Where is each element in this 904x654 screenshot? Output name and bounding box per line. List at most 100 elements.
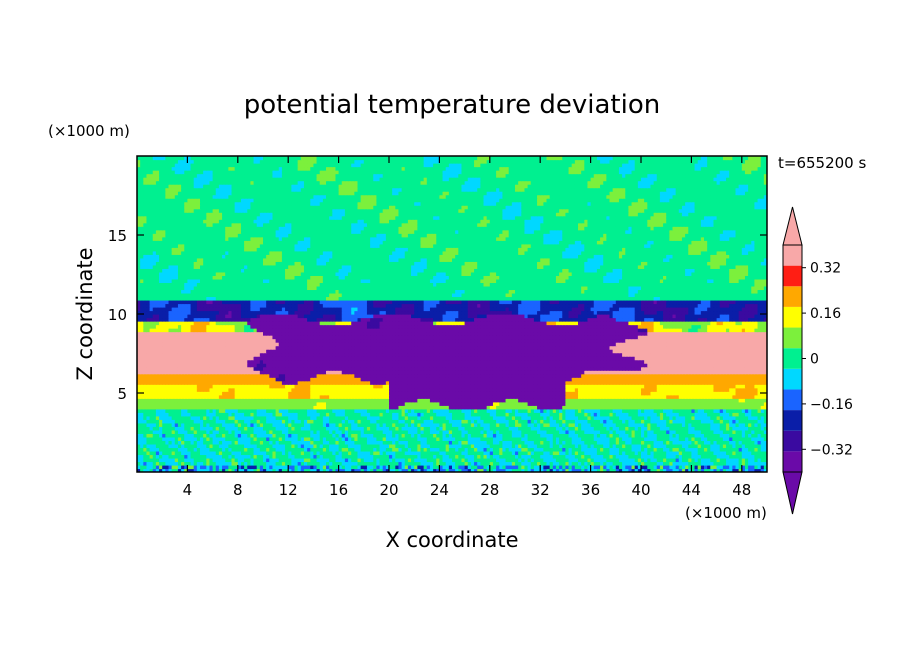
- field-cell: [744, 433, 749, 438]
- field-cell: [549, 464, 554, 470]
- field-cell: [559, 450, 563, 456]
- field-cell: [376, 419, 381, 424]
- field-cell: [552, 450, 557, 456]
- field-cell: [508, 461, 513, 466]
- field-cell: [228, 443, 233, 449]
- field-cell: [691, 450, 696, 456]
- field-cell: [442, 433, 447, 438]
- field-cell: [366, 461, 371, 466]
- field-cell: [247, 426, 251, 431]
- field-cell: [596, 436, 601, 441]
- field-cell: [722, 461, 727, 466]
- field-cell: [543, 422, 548, 427]
- field-cell: [578, 447, 582, 452]
- field-cell: [291, 426, 296, 431]
- field-cell: [483, 447, 488, 452]
- field-cell: [433, 412, 437, 417]
- field-cell: [218, 436, 223, 441]
- field-cell: [678, 415, 683, 420]
- field-cell: [738, 415, 743, 420]
- field-cell: [165, 412, 170, 417]
- field-cell: [477, 426, 481, 431]
- field-cell: [159, 443, 163, 449]
- field-cell: [212, 426, 217, 431]
- field-cell: [521, 422, 526, 427]
- field-cell: [644, 443, 648, 449]
- field-cell: [335, 408, 340, 413]
- field-cell: [429, 422, 434, 427]
- field-cell: [379, 440, 384, 445]
- field-cell: [395, 443, 400, 449]
- field-cell: [474, 468, 478, 472]
- field-cell: [370, 461, 374, 466]
- field-cell: [571, 426, 576, 431]
- field-cell: [196, 468, 201, 472]
- field-cell: [489, 450, 494, 456]
- field-cell: [272, 443, 277, 449]
- field-cell: [187, 443, 192, 449]
- field-cell: [634, 433, 639, 438]
- field-cell: [461, 464, 466, 470]
- field-cell: [303, 426, 308, 431]
- field-cell: [489, 436, 494, 441]
- field-cell: [152, 454, 157, 459]
- field-cell: [187, 457, 192, 463]
- field-cell: [543, 450, 548, 456]
- field-cell: [373, 454, 377, 459]
- field-cell: [565, 450, 570, 456]
- field-cell: [137, 450, 141, 456]
- field-cell: [200, 436, 204, 441]
- field-cell: [426, 419, 431, 424]
- field-cell: [200, 426, 204, 431]
- field-cell: [389, 412, 393, 417]
- field-cell: [461, 461, 466, 466]
- field-cell: [615, 436, 620, 441]
- field-cell: [379, 457, 384, 463]
- field-cell: [373, 419, 377, 424]
- field-cell: [738, 426, 743, 431]
- field-cell: [203, 415, 207, 420]
- field-cell: [477, 450, 481, 456]
- field-cell: [218, 464, 223, 470]
- field-cell: [540, 429, 544, 434]
- field-cell: [467, 412, 472, 417]
- field-cell: [146, 450, 151, 456]
- field-cell: [461, 426, 466, 431]
- field-cell: [697, 468, 702, 472]
- field-cell: [675, 447, 680, 452]
- field-cell: [565, 419, 570, 424]
- field-cell: [196, 436, 201, 441]
- field-cell: [162, 415, 166, 420]
- field-cell: [253, 468, 258, 472]
- field-cell: [464, 433, 469, 438]
- field-cell: [502, 412, 507, 417]
- field-cell: [641, 426, 645, 431]
- field-cell: [231, 436, 236, 441]
- field-cell: [398, 419, 403, 424]
- field-cell: [615, 464, 620, 470]
- field-cell: [719, 464, 724, 470]
- field-cell: [269, 419, 274, 424]
- field-cell: [555, 443, 560, 449]
- field-cell: [606, 454, 611, 459]
- field-cell: [159, 422, 163, 427]
- field-cell: [530, 419, 535, 424]
- field-cell: [159, 464, 163, 470]
- field-cell: [407, 433, 412, 438]
- field-cell: [439, 468, 444, 472]
- field-cell: [467, 443, 472, 449]
- field-cell: [168, 426, 173, 431]
- field-cell: [231, 457, 236, 463]
- field-cell: [593, 429, 598, 434]
- field-cell: [244, 447, 248, 452]
- y-unit-label: (×1000 m): [48, 122, 130, 140]
- field-cell: [398, 436, 403, 441]
- field-cell: [464, 468, 469, 472]
- field-cell: [212, 408, 217, 413]
- field-cell: [445, 429, 450, 434]
- field-cell: [344, 468, 349, 472]
- field-cell: [417, 440, 422, 445]
- field-cell: [395, 447, 400, 452]
- field-cell: [297, 443, 302, 449]
- field-cell: [502, 468, 507, 472]
